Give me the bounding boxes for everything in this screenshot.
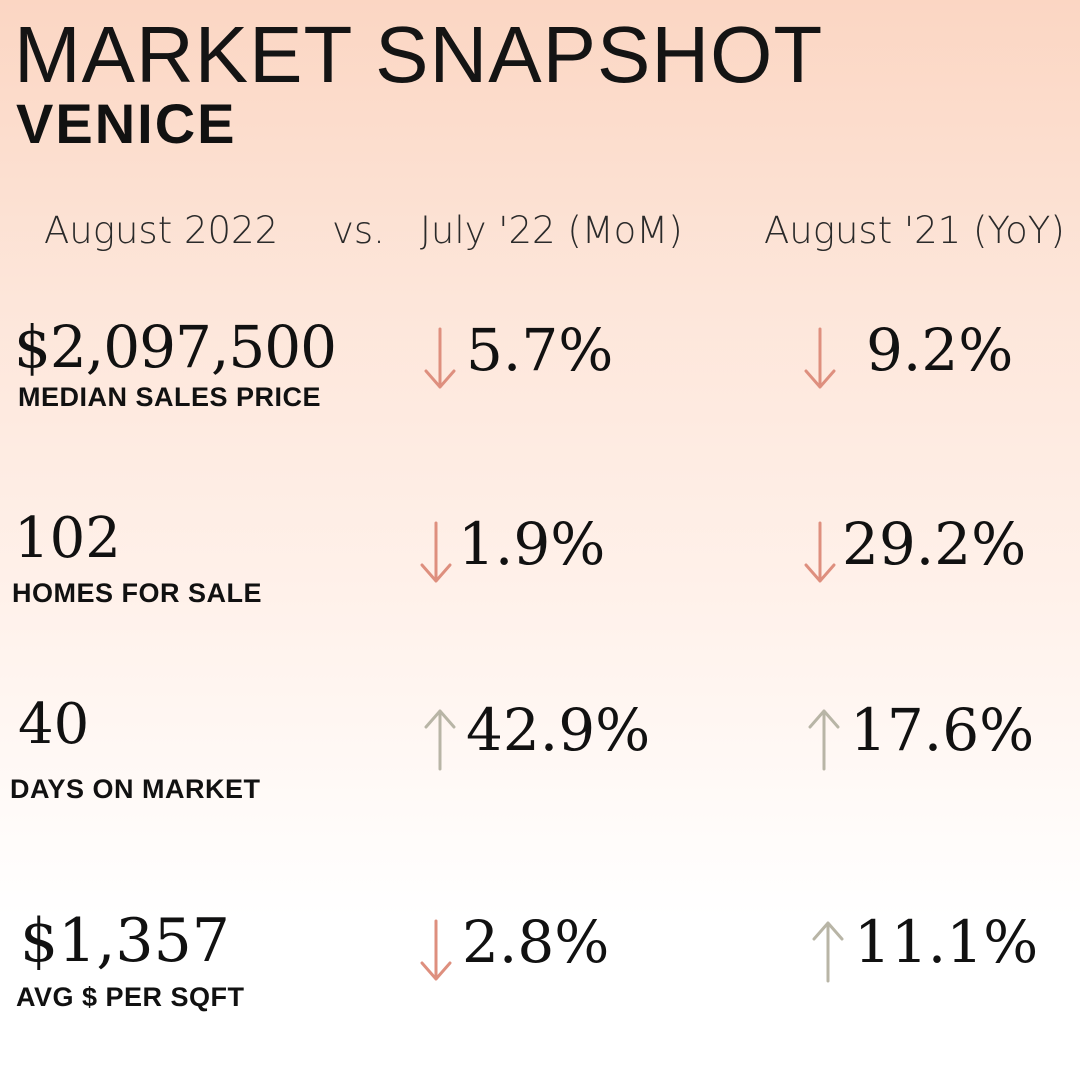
column-header-vs: vs.: [332, 209, 385, 252]
homes-for-sale-mom-change: 1.9%: [416, 504, 605, 584]
homes-for-sale-value: 102: [14, 506, 121, 571]
median-sales-price-yoy-value: 9.2%: [866, 316, 1014, 384]
arrow-down-icon: [800, 521, 840, 585]
column-header-yoy: August '21 (YoY): [764, 209, 1065, 252]
median-sales-price-yoy-change: 9.2%: [800, 310, 1013, 390]
arrow-up-icon: [420, 707, 460, 771]
median-sales-price-mom-value: 5.7%: [466, 316, 614, 384]
days-on-market-yoy-change: 17.6%: [804, 690, 1035, 771]
page-subtitle: VENICE: [16, 92, 237, 155]
homes-for-sale-yoy-change: 29.2%: [800, 504, 1026, 584]
days-on-market-yoy-value: 17.6%: [850, 696, 1035, 764]
arrow-down-icon: [416, 919, 456, 983]
arrow-down-icon: [416, 521, 456, 585]
arrow-down-icon: [420, 327, 460, 391]
median-sales-price-mom-change: 5.7%: [420, 310, 613, 390]
column-header-current: August 2022: [44, 209, 279, 252]
avg-price-per-sqft-mom-change: 2.8%: [416, 902, 609, 982]
avg-price-per-sqft-yoy-value: 11.1%: [854, 908, 1039, 976]
days-on-market-label: DAYS ON MARKET: [10, 774, 261, 804]
page-title: MARKET SNAPSHOT: [14, 10, 824, 99]
column-header-mom: July '22 (MoM): [420, 209, 683, 252]
homes-for-sale-yoy-value: 29.2%: [842, 510, 1027, 578]
avg-price-per-sqft-value: $1,357: [20, 906, 230, 976]
arrow-up-icon: [808, 919, 848, 983]
arrow-down-icon: [800, 327, 840, 391]
days-on-market-mom-value: 42.9%: [466, 696, 651, 764]
median-sales-price-value: $2,097,500: [14, 313, 337, 381]
homes-for-sale-label: HOMES FOR SALE: [12, 578, 263, 608]
days-on-market-mom-change: 42.9%: [420, 690, 651, 771]
avg-price-per-sqft-yoy-change: 11.1%: [808, 902, 1039, 983]
homes-for-sale-mom-value: 1.9%: [458, 510, 606, 578]
arrow-up-icon: [804, 707, 844, 771]
avg-price-per-sqft-mom-value: 2.8%: [462, 908, 610, 976]
avg-price-per-sqft-label: AVG $ PER SQFT: [16, 982, 245, 1012]
median-sales-price-label: MEDIAN SALES PRICE: [18, 382, 322, 412]
days-on-market-value: 40: [18, 692, 90, 757]
